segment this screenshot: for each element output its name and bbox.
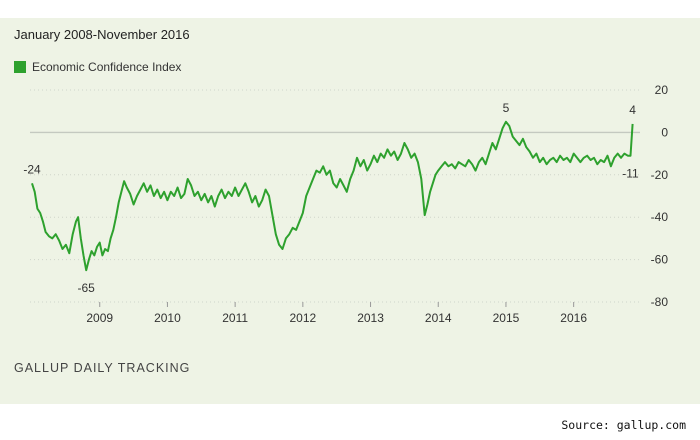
x-tick-label: 2016 [560, 311, 587, 325]
chart-panel: January 2008-November 2016 Economic Conf… [0, 18, 700, 404]
data-label: 4 [629, 103, 636, 117]
y-tick-label: -40 [651, 210, 669, 224]
series-line [31, 120, 634, 272]
y-tick-label: 20 [655, 83, 669, 97]
source-credit: Source: gallup.com [561, 418, 686, 432]
x-tick-label: 2009 [86, 311, 113, 325]
x-tick-label: 2014 [425, 311, 452, 325]
x-tick-label: 2012 [289, 311, 316, 325]
legend-swatch [14, 61, 26, 73]
y-tick-label: -60 [651, 253, 669, 267]
legend-label: Economic Confidence Index [32, 60, 182, 74]
line-chart: 20 0 -20 -40 -60 -80 2009 2010 2011 2012 2013 2014 2… [23, 83, 669, 325]
chart-footer: GALLUP DAILY TRACKING [14, 361, 191, 375]
data-label: -11 [622, 167, 639, 181]
chart-subtitle: January 2008-November 2016 [14, 27, 190, 42]
x-tick-label: 2015 [493, 311, 520, 325]
y-tick-label: -20 [651, 168, 669, 182]
y-tick-label: -80 [651, 295, 669, 309]
x-tick-label: 2013 [357, 311, 384, 325]
data-label: 5 [503, 101, 510, 115]
x-tick-label: 2010 [154, 311, 181, 325]
y-tick-label: 0 [661, 125, 668, 139]
data-label: -65 [78, 281, 96, 295]
x-tick-label: 2011 [222, 311, 248, 325]
chart-legend: Economic Confidence Index [14, 60, 181, 74]
data-label: -24 [23, 162, 41, 176]
